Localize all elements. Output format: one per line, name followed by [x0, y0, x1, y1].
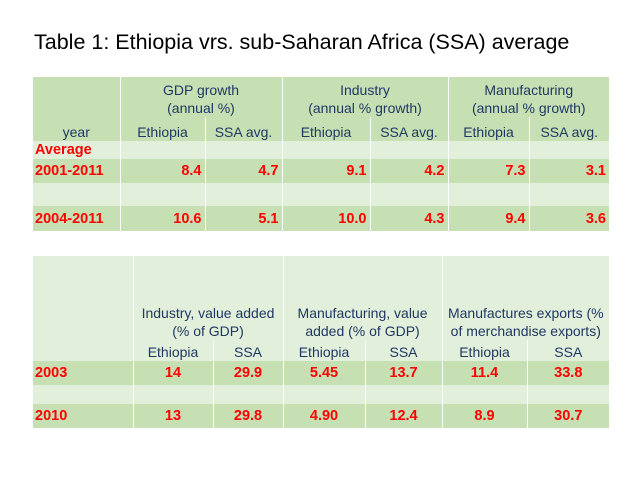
table-row: 2003 14 29.9 5.45 13.7 11.4 33.8 — [33, 361, 610, 385]
structure-table: Industry, value added (% of GDP) Manufac… — [33, 256, 610, 428]
manufacturing-value-added-header: Manufacturing, value added (% of GDP) — [282, 256, 443, 340]
growth-table-group-header-row: GDP growth (annual %) Industry (annual % g… — [33, 77, 609, 117]
empty-cell — [33, 256, 133, 340]
value-cell: 12.4 — [364, 404, 443, 428]
value-cell: 29.8 — [212, 404, 284, 428]
value-cell: 13.7 — [364, 361, 443, 385]
table-row: 2004-2011 10.6 5.1 10.0 4.3 9.4 3.6 — [33, 206, 609, 231]
value-cell: 10.6 — [119, 206, 205, 231]
subheader-cell: SSA — [212, 340, 284, 361]
subheader-cell: Ethiopia — [282, 340, 366, 361]
structure-table-subheader-row: Ethiopia SSA Ethiopia SSA Ethiopia SSA — [33, 340, 610, 361]
subheader-cell: Ethiopia — [281, 117, 370, 141]
table-row: 2010 13 29.8 4.90 12.4 8.9 30.7 — [33, 404, 610, 428]
average-row: Average — [33, 141, 609, 159]
value-cell: 4.3 — [369, 206, 448, 231]
table-row: 2001-2011 8.4 4.7 9.1 4.2 7.3 3.1 — [33, 159, 609, 183]
header-line: GDP growth — [163, 82, 239, 98]
value-cell: 4.90 — [282, 404, 366, 428]
growth-table-subheader-row: year Ethiopia SSA avg. Ethiopia SSA avg.… — [33, 117, 609, 141]
average-label: Average — [33, 141, 120, 159]
header-line: (annual % growth) — [471, 100, 586, 116]
period-cell: 2004-2011 — [33, 206, 120, 231]
period-cell: 2001-2011 — [33, 159, 120, 183]
subheader-cell: SSA avg. — [204, 117, 282, 141]
header-line: Industry — [340, 82, 390, 98]
value-cell: 8.4 — [119, 159, 205, 183]
value-cell: 14 — [132, 361, 213, 385]
gdp-growth-header: GDP growth (annual %) — [119, 77, 282, 117]
value-cell: 4.2 — [369, 159, 448, 183]
spacer-row — [33, 183, 609, 206]
industry-growth-header: Industry (annual % growth) — [281, 77, 448, 117]
industry-value-added-header: Industry, value added (% of GDP) — [132, 256, 284, 340]
value-cell: 33.8 — [526, 361, 610, 385]
value-cell: 3.6 — [528, 206, 609, 231]
year-cell: 2010 — [33, 404, 133, 428]
value-cell: 11.4 — [441, 361, 528, 385]
empty-cell — [33, 77, 120, 117]
year-header: year — [33, 117, 120, 141]
subheader-cell: Ethiopia — [119, 117, 205, 141]
subheader-cell: SSA — [526, 340, 610, 361]
subheader-cell: Ethiopia — [132, 340, 213, 361]
subheader-cell: Ethiopia — [447, 117, 529, 141]
subheader-cell: SSA avg. — [369, 117, 448, 141]
slide-title: Table 1: Ethiopia vrs. sub-Saharan Afric… — [34, 30, 570, 54]
header-line: (annual % growth) — [308, 100, 422, 116]
value-cell: 5.45 — [282, 361, 366, 385]
value-cell: 30.7 — [526, 404, 610, 428]
header-line: (annual %) — [167, 100, 235, 116]
header-line: Manufacturing — [484, 82, 574, 98]
subheader-cell: Ethiopia — [441, 340, 528, 361]
subheader-cell: SSA avg. — [528, 117, 609, 141]
spacer-row — [33, 385, 610, 404]
subheader-cell: SSA — [364, 340, 443, 361]
structure-table-group-header-row: Industry, value added (% of GDP) Manufac… — [33, 256, 610, 340]
value-cell: 4.7 — [204, 159, 282, 183]
manufacturing-growth-header: Manufacturing (annual % growth) — [447, 77, 609, 117]
value-cell: 29.9 — [212, 361, 284, 385]
growth-table: GDP growth (annual %) Industry (annual % g… — [33, 77, 609, 231]
value-cell: 8.9 — [441, 404, 528, 428]
value-cell: 10.0 — [281, 206, 370, 231]
value-cell: 5.1 — [204, 206, 282, 231]
manufactures-exports-header: Manufactures exports (% of merchandise e… — [441, 256, 610, 340]
value-cell: 3.1 — [528, 159, 609, 183]
value-cell: 9.4 — [447, 206, 529, 231]
value-cell: 9.1 — [281, 159, 370, 183]
year-cell: 2003 — [33, 361, 133, 385]
value-cell: 13 — [132, 404, 213, 428]
value-cell: 7.3 — [447, 159, 529, 183]
